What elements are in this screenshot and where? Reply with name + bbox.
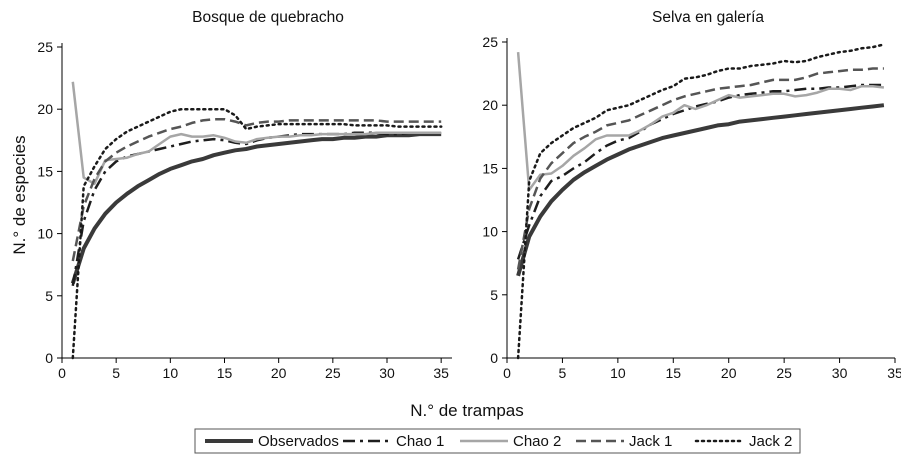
y-tick-label: 0 <box>45 350 53 366</box>
legend-label: Chao 2 <box>513 433 561 450</box>
legend-label: Observados <box>258 433 339 450</box>
series-line-observados <box>70 132 442 284</box>
series-line-chao-1 <box>71 131 442 287</box>
x-tick-label: 20 <box>271 365 287 381</box>
legend-label: Jack 2 <box>749 433 792 450</box>
series-line-chao-1 <box>516 83 884 260</box>
x-tick-label: 10 <box>163 365 179 381</box>
x-tick-label: 30 <box>379 365 395 381</box>
y-tick-label: 25 <box>482 34 498 50</box>
y-tick-label: 0 <box>490 350 498 366</box>
x-tick-label: 5 <box>559 365 567 381</box>
legend-items: Observados Chao 1 Chao 2 Jack 1 Jack 2 <box>205 433 792 450</box>
panel-title: Bosque de quebracho <box>192 9 344 26</box>
x-tick-label: 15 <box>665 365 681 381</box>
x-tick-label: 35 <box>433 365 449 381</box>
y-tick-label: 20 <box>37 101 53 117</box>
x-tick-label: 35 <box>887 365 901 381</box>
x-tick-label: 25 <box>776 365 792 381</box>
y-tick-label: 15 <box>482 160 498 176</box>
series-line-observados <box>516 103 885 277</box>
x-tick-label: 0 <box>58 365 66 381</box>
x-tick-label: 5 <box>112 365 120 381</box>
x-tick-label: 25 <box>325 365 341 381</box>
series-line-jack-2 <box>516 43 886 360</box>
y-tick-label: 25 <box>37 39 53 55</box>
series-line-jack-2 <box>71 107 443 360</box>
x-tick-label: 0 <box>503 365 511 381</box>
legend: Observados Chao 1 Chao 2 Jack 1 Jack 2 <box>194 428 801 454</box>
y-axis-title: N.° de especies <box>10 135 29 254</box>
y-tick-label: 10 <box>37 226 53 242</box>
panel-title: Selva en galería <box>652 9 764 26</box>
series-line-chao-2 <box>71 81 442 186</box>
legend-label: Jack 1 <box>629 433 672 450</box>
y-tick-label: 15 <box>37 163 53 179</box>
chart-panels: Bosque de quebracho 0 5 10 15 20 25 0 5 10 15 20 25 3… <box>37 9 901 381</box>
y-tick-label: 20 <box>482 97 498 113</box>
x-tick-label: 15 <box>217 365 233 381</box>
panel-2: Selva en galería 0 5 10 15 20 25 0 5 10 15 20 25 30 35 <box>482 9 901 381</box>
x-axis-title: N.° de trampas <box>410 401 524 420</box>
series-line-jack-1 <box>71 117 442 262</box>
x-tick-label: 10 <box>610 365 626 381</box>
x-tick-label: 30 <box>832 365 848 381</box>
x-tick-label: 20 <box>721 365 737 381</box>
series-line-chao-2 <box>516 51 885 192</box>
y-tick-label: 5 <box>45 288 53 304</box>
panel-1: Bosque de quebracho 0 5 10 15 20 25 0 5 10 15 20 25 3… <box>37 9 452 381</box>
legend-label: Chao 1 <box>396 433 444 450</box>
y-tick-label: 5 <box>490 287 498 303</box>
y-tick-label: 10 <box>482 224 498 240</box>
